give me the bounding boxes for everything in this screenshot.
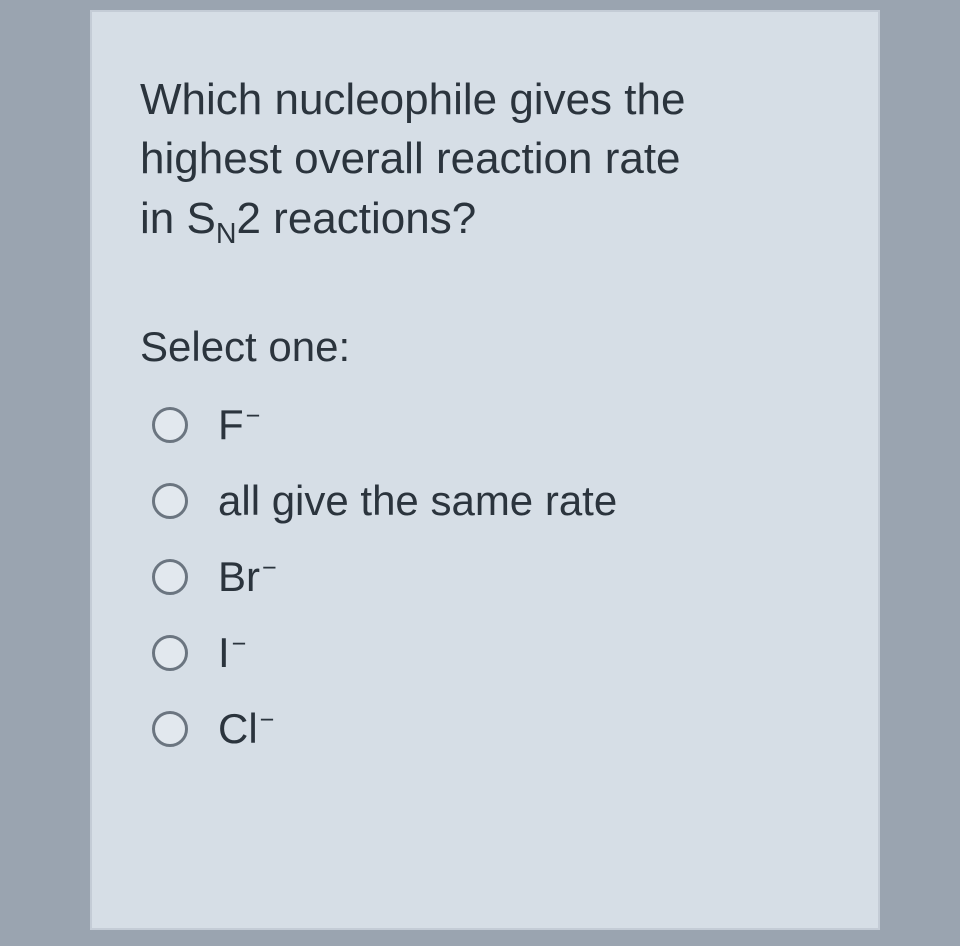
radio-icon[interactable] xyxy=(152,711,188,747)
question-line2: highest overall reaction rate xyxy=(140,134,681,183)
question-card: Which nucleophile gives the highest over… xyxy=(90,10,880,930)
option-text: all give the same rate xyxy=(218,477,617,524)
option-text: Cl xyxy=(218,705,258,752)
option-superscript: − xyxy=(246,402,261,430)
option-superscript: − xyxy=(262,554,277,582)
option-i[interactable]: I− xyxy=(140,629,830,677)
question-line1: Which nucleophile gives the xyxy=(140,75,685,124)
option-text: Br xyxy=(218,553,260,600)
question-line3-sub: N xyxy=(216,218,237,250)
question-line3-suffix: 2 reactions? xyxy=(236,194,476,243)
option-label: Cl− xyxy=(218,705,274,753)
radio-icon[interactable] xyxy=(152,635,188,671)
radio-icon[interactable] xyxy=(152,483,188,519)
option-superscript: − xyxy=(260,706,275,734)
option-text: I xyxy=(218,629,230,676)
option-label: I− xyxy=(218,629,246,677)
select-one-label: Select one: xyxy=(140,323,830,371)
option-label: all give the same rate xyxy=(218,477,617,525)
option-br[interactable]: Br− xyxy=(140,553,830,601)
option-same-rate[interactable]: all give the same rate xyxy=(140,477,830,525)
question-text: Which nucleophile gives the highest over… xyxy=(140,70,830,253)
option-text: F xyxy=(218,401,244,448)
radio-icon[interactable] xyxy=(152,559,188,595)
option-label: Br− xyxy=(218,553,277,601)
option-label: F− xyxy=(218,401,260,449)
option-cl[interactable]: Cl− xyxy=(140,705,830,753)
radio-icon[interactable] xyxy=(152,407,188,443)
option-superscript: − xyxy=(232,630,247,658)
option-f[interactable]: F− xyxy=(140,401,830,449)
question-line3-prefix: in S xyxy=(140,194,216,243)
